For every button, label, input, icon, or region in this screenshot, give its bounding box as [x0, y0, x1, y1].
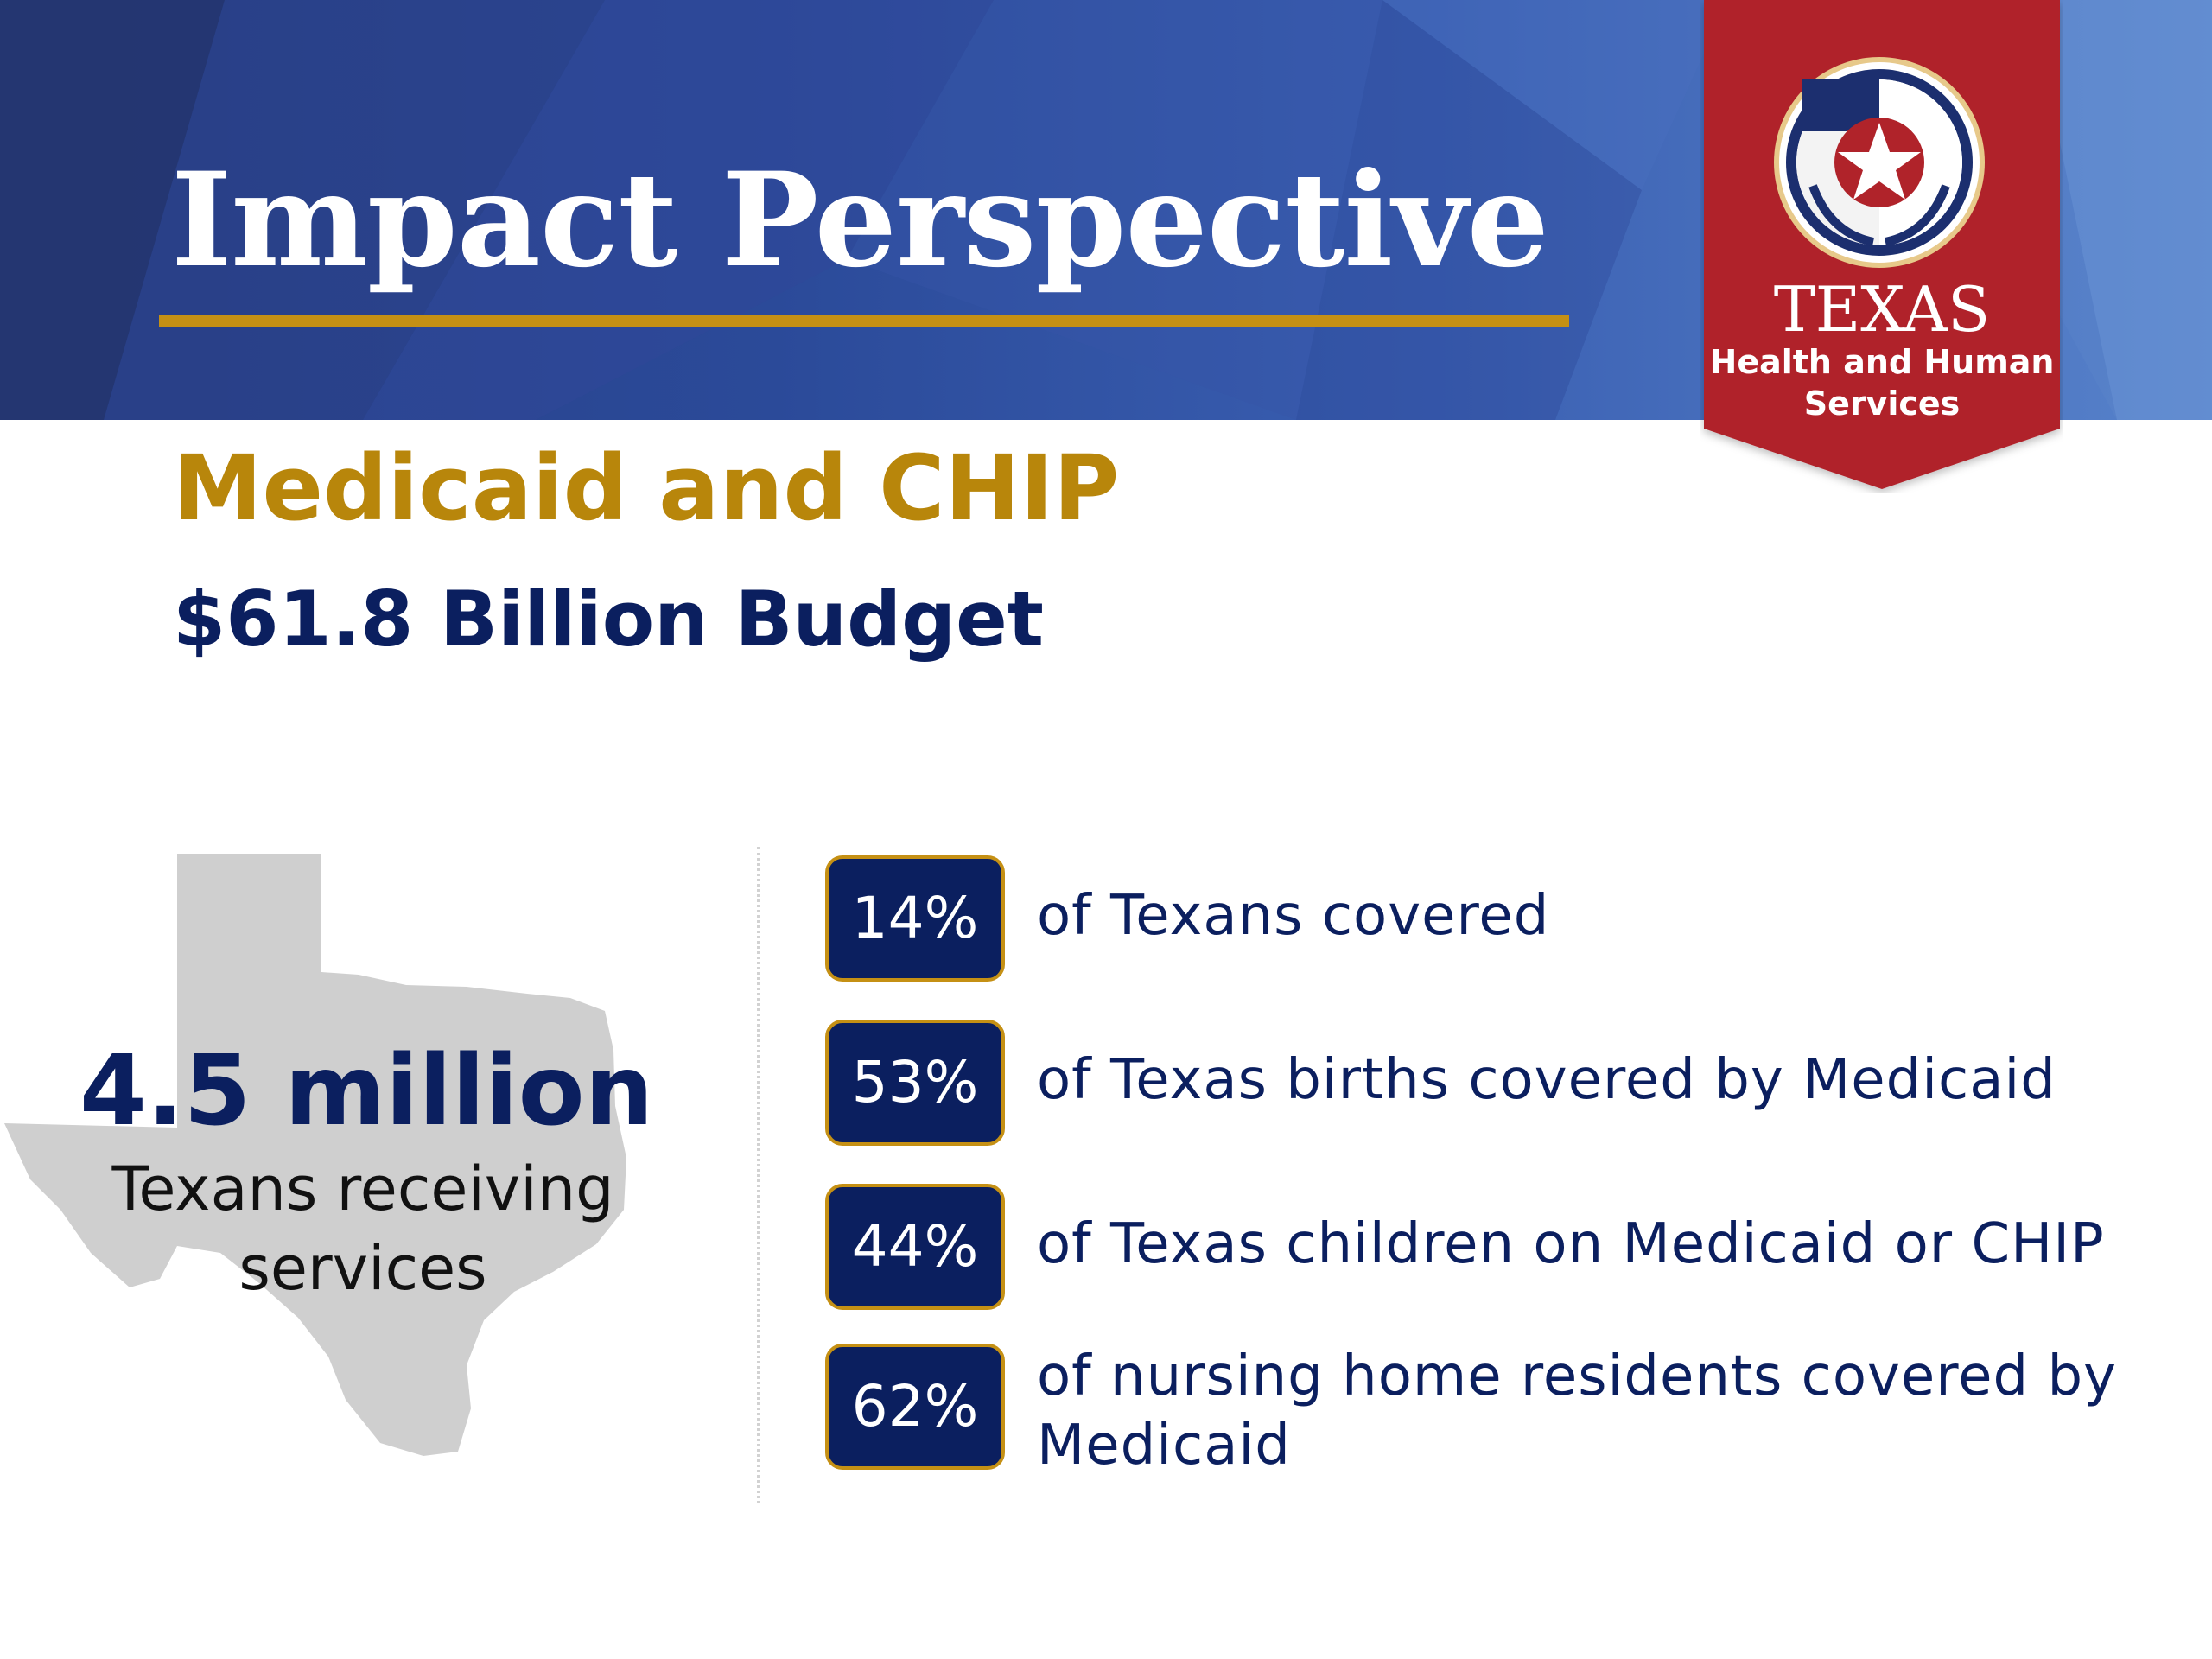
hhs-logo: TEXAS Health and Human Services [1700, 0, 2063, 493]
logo-agency-line1: Health and Human [1709, 343, 2055, 381]
logo-pennant-shape [1704, 0, 2060, 489]
program-heading: Medicaid and CHIP [173, 435, 1120, 541]
stat-description: of Texas births covered by Medicaid [1037, 1048, 2056, 1112]
budget-heading: $61.8 Billion Budget [173, 575, 1044, 664]
stat-item: 62% of nursing home residents covered by… [825, 1344, 2173, 1516]
coverage-count: 4.5 million [79, 1035, 654, 1147]
texas-seal-icon [1774, 57, 1985, 268]
logo-agency-name: Health and Human Services [1700, 341, 2063, 424]
title-underline [159, 315, 1569, 327]
percent-badge: 44% [825, 1184, 1005, 1310]
logo-agency-line2: Services [1803, 385, 1961, 423]
stat-description: of Texas children on Medicaid or CHIP [1037, 1212, 2105, 1276]
percent-badge: 62% [825, 1344, 1005, 1470]
percent-badge: 14% [825, 855, 1005, 982]
stat-description: of Texans covered [1037, 884, 1550, 948]
logo-state-name: TEXAS [1773, 273, 1991, 346]
page-title: Impact Perspective [171, 144, 1549, 296]
stat-item: 14% of Texans covered [825, 855, 2173, 985]
texas-map-icon [4, 854, 626, 1456]
stat-item: 53% of Texas births covered by Medicaid [825, 1020, 2173, 1149]
column-divider [757, 847, 760, 1503]
percent-badge: 53% [825, 1020, 1005, 1146]
stat-item: 44% of Texas children on Medicaid or CHI… [825, 1184, 2173, 1313]
stat-description: of nursing home residents covered by Med… [1037, 1344, 2117, 1478]
coverage-caption: Texans receiving services [111, 1154, 614, 1304]
